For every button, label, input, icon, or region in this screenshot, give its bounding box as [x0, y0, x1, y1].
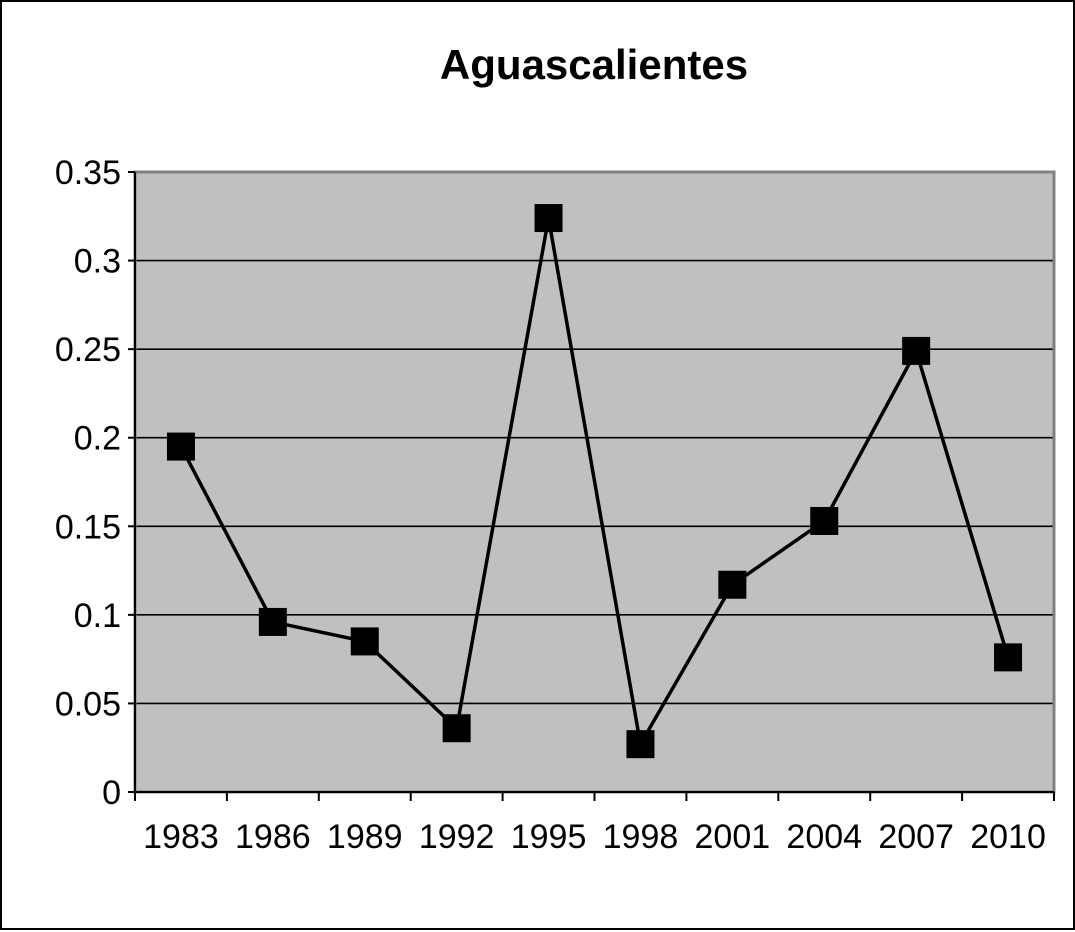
- x-tick-label: 1986: [235, 818, 311, 856]
- x-tick-marks: [134, 792, 1055, 801]
- data-point-marker: [258, 607, 287, 636]
- data-point-marker: [626, 730, 655, 759]
- data-point-marker: [994, 643, 1023, 672]
- data-point-marker: [350, 627, 379, 656]
- data-point-marker: [442, 714, 471, 743]
- series-line: [179, 216, 1010, 746]
- chart-title: Aguascalientes: [440, 41, 748, 88]
- y-tick-label: 0.25: [55, 331, 121, 369]
- data-point-marker: [810, 506, 839, 535]
- y-tick-label: 0: [102, 774, 121, 812]
- x-tick-label: 1995: [511, 818, 587, 856]
- x-tick-label: 1998: [603, 818, 679, 856]
- data-point-marker: [534, 204, 563, 233]
- x-tick-label: 1989: [327, 818, 403, 856]
- data-point-marker: [166, 432, 195, 461]
- data-point-marker: [902, 336, 931, 365]
- y-tick-label: 0.1: [74, 597, 121, 635]
- y-tick-marks: [128, 171, 135, 793]
- x-tick-label: 1983: [143, 818, 219, 856]
- x-tick-label: 2001: [695, 818, 771, 856]
- y-tick-label: 0.05: [55, 685, 121, 723]
- x-tick-label: 2004: [786, 818, 862, 856]
- x-tick-label: 1992: [419, 818, 495, 856]
- y-tick-label: 0.35: [55, 154, 121, 192]
- data-series: [166, 204, 1023, 759]
- x-tick-labels: 1983 1986 1989 1992 1995 1998 2001 2004 2007 2010: [143, 818, 1046, 856]
- y-tick-label: 0.3: [74, 243, 121, 281]
- x-tick-label: 2007: [878, 818, 954, 856]
- y-tick-labels: 0 0.05 0.1 0.15 0.2 0.25 0.3 0.35: [55, 154, 121, 812]
- y-tick-label: 0.15: [55, 508, 121, 546]
- data-point-marker: [718, 570, 747, 599]
- x-tick-label: 2010: [970, 818, 1046, 856]
- y-tick-label: 0.2: [74, 420, 121, 458]
